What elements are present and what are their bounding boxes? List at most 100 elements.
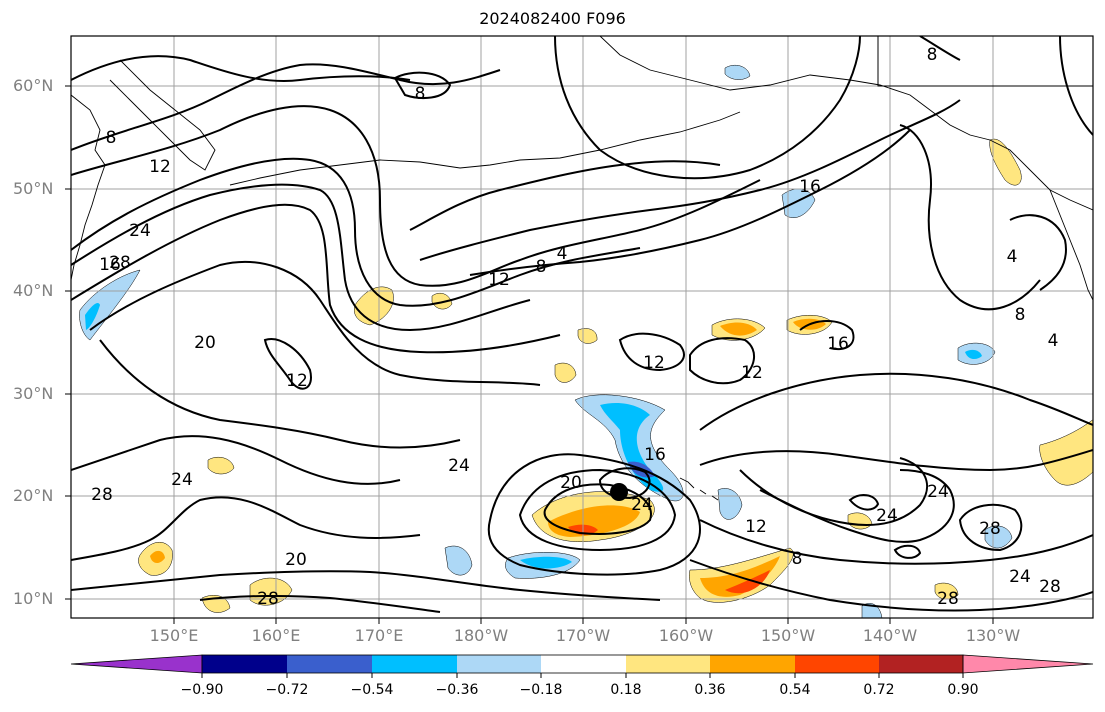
contour-label: 12	[745, 517, 767, 537]
contour-label: 4	[1007, 247, 1018, 267]
shade-positive-area	[720, 322, 757, 336]
lon-label: 150°W	[760, 626, 816, 645]
contour-label: 20	[560, 473, 582, 493]
contour-label: 8	[106, 128, 117, 148]
contour-line	[1009, 214, 1067, 291]
coastline-asia	[71, 94, 106, 281]
contour-line	[487, 453, 701, 576]
shade-positive-area	[431, 293, 453, 310]
lon-label: 170°E	[354, 626, 404, 645]
colorbar-extend-low	[70, 654, 203, 674]
contour-line	[689, 337, 755, 385]
contour-line	[759, 469, 955, 543]
colorbar-tick-label: 0.90	[947, 682, 979, 698]
contour-label: 4	[557, 244, 568, 264]
coastline-aleutians	[229, 111, 741, 186]
shade-negative-area	[984, 525, 1013, 549]
coastline-hawaii	[679, 477, 719, 501]
contour-line	[739, 457, 929, 526]
map-frame	[70, 35, 1094, 619]
contour-line	[543, 483, 652, 535]
shade-negative-area	[717, 488, 743, 520]
shade-negative-area	[724, 65, 751, 80]
contour-label: 28	[937, 589, 959, 609]
lon-label: 150°E	[149, 626, 199, 645]
shade-positive-area	[207, 457, 235, 475]
storm-center-marker	[610, 483, 628, 501]
contour-line	[71, 435, 401, 485]
colorbar-tick-label: −0.90	[180, 682, 224, 698]
lon-label: 160°E	[251, 626, 301, 645]
contour-label: 24	[171, 470, 193, 490]
shade-positive-area	[554, 362, 577, 383]
shading-layer	[79, 65, 1093, 618]
contour-line	[958, 503, 1023, 552]
contour-label: 12	[643, 353, 665, 373]
lat-label: 60°N	[13, 76, 54, 95]
coastlines	[71, 36, 1093, 501]
contour-label: 12	[286, 371, 308, 391]
colorbar-tick-label: −0.18	[519, 682, 563, 698]
lat-label: 40°N	[13, 281, 54, 300]
contour-label: 16	[799, 177, 821, 197]
contour-label: 16	[827, 334, 849, 354]
lat-label: 30°N	[13, 384, 54, 403]
lon-label: 180°W	[453, 626, 509, 645]
colorbar-tick-label: 0.36	[694, 682, 726, 698]
contour-label: 24	[1009, 567, 1031, 587]
colorbar-segment	[287, 655, 372, 673]
contour-label: 8	[415, 84, 426, 104]
colorbar-tick-label: −0.72	[265, 682, 309, 698]
contour-line	[199, 594, 441, 613]
contour-label: 28	[1039, 577, 1061, 597]
contour-line	[699, 372, 1093, 431]
shade-positive-area	[847, 512, 873, 530]
shade-negative-area	[85, 303, 100, 330]
contour-label: 12	[488, 270, 510, 290]
contour-line	[689, 559, 1093, 612]
coastline-alaska	[599, 36, 1093, 211]
contour-line	[71, 55, 411, 82]
contour-line	[518, 468, 677, 552]
contour-label: 8	[1015, 305, 1026, 325]
contour-label: 20	[285, 550, 307, 570]
lat-label: 20°N	[13, 486, 54, 505]
contour-line	[263, 338, 312, 390]
colorbar-segment	[795, 655, 879, 673]
contour-label: 28	[979, 519, 1001, 539]
colorbar-tick-label: 0.18	[610, 682, 642, 698]
contour-line	[893, 544, 922, 559]
contour-label: 24	[129, 221, 151, 241]
contour-label: 8	[927, 45, 938, 65]
colorbar	[70, 654, 1094, 678]
contour-line	[71, 570, 661, 601]
contour-line	[899, 124, 1041, 311]
contour-line	[71, 183, 531, 332]
lat-label: 10°N	[13, 589, 54, 608]
colorbar-segment	[626, 655, 710, 673]
colorbar-segment	[541, 655, 626, 673]
shade-positive-area	[354, 286, 394, 326]
contour-label: 28	[91, 485, 113, 505]
colorbar-tick-label: 0.54	[779, 682, 811, 698]
lon-label: 170°W	[555, 626, 611, 645]
contour-label: 8	[536, 257, 547, 277]
contour-label: 8	[792, 549, 803, 569]
contour-line	[71, 203, 561, 354]
lat-label: 50°N	[13, 179, 54, 198]
colorbar-segment	[710, 655, 795, 673]
contour-line	[699, 519, 1093, 565]
shade-negative-area	[965, 349, 982, 360]
contour-label: 28	[109, 253, 131, 273]
colorbar-segment	[202, 655, 287, 673]
contour-label: 16	[99, 255, 121, 275]
contour-line	[799, 320, 855, 350]
shade-positive-area	[150, 550, 165, 564]
shade-positive-area	[934, 582, 959, 600]
colorbar-segment	[457, 655, 541, 673]
shade-negative-area	[444, 545, 473, 576]
contour-line	[89, 260, 541, 386]
contour-label: 24	[631, 495, 653, 515]
contour-line	[848, 494, 880, 511]
